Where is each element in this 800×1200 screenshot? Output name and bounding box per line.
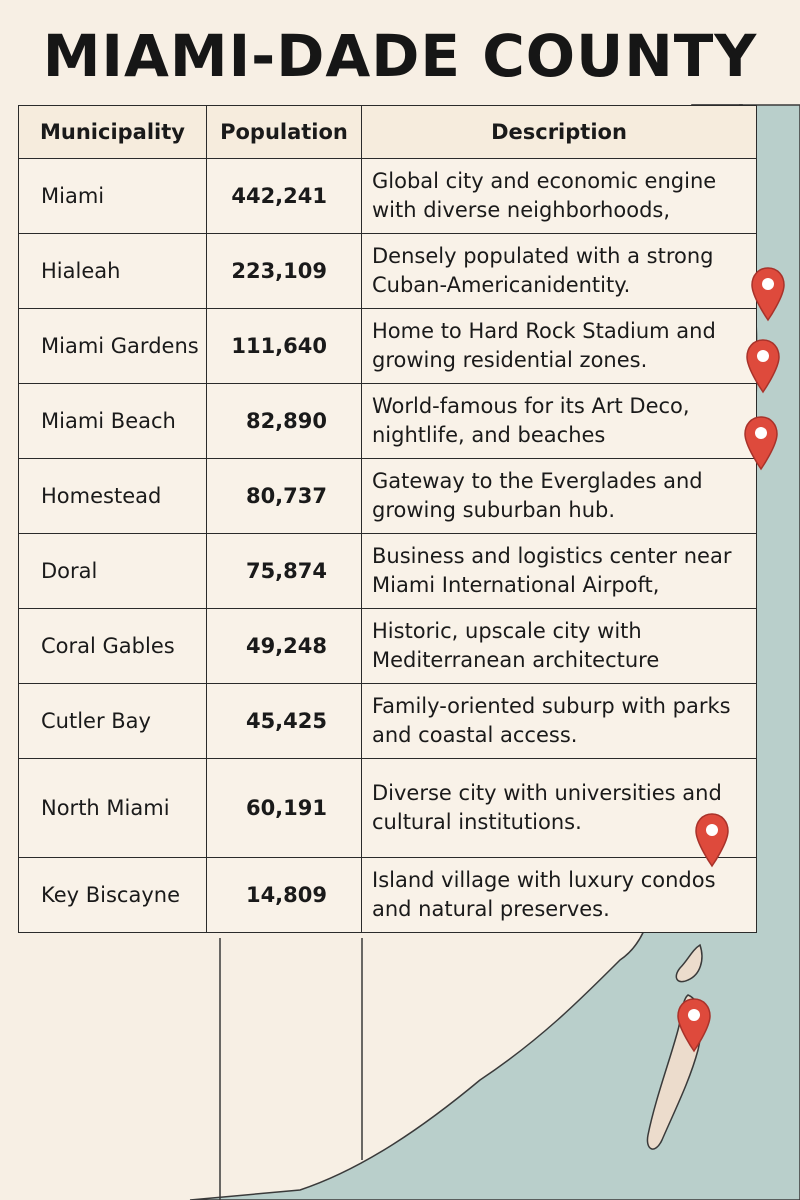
population-value: 82,890 <box>206 383 362 459</box>
table-row: Homestead 80,737 Gateway to the Everglad… <box>18 458 757 534</box>
municipality-name: Homestead <box>18 458 207 534</box>
population-value: 75,874 <box>206 533 362 609</box>
table-row: Miami Beach 82,890 World-famous for its … <box>18 383 757 459</box>
description-text: Home to Hard Rock Stadium and growing re… <box>361 308 757 384</box>
municipality-name: Miami Beach <box>18 383 207 459</box>
municipality-name: North Miami <box>18 758 207 858</box>
table-row: Key Biscayne 14,809 Island village with … <box>18 857 757 933</box>
municipality-table: Municipality Population Description Miam… <box>18 105 757 933</box>
table-row: Miami 442,241 Global city and economic e… <box>18 158 757 234</box>
location-pin-icon[interactable] <box>694 812 730 868</box>
header-municipality: Municipality <box>18 105 207 159</box>
population-value: 14,809 <box>206 857 362 933</box>
municipality-name: Doral <box>18 533 207 609</box>
municipality-name: Key Biscayne <box>18 857 207 933</box>
header-description: Description <box>361 105 757 159</box>
municipality-name: Cutler Bay <box>18 683 207 759</box>
table-row: North Miami 60,191 Diverse city with uni… <box>18 758 757 858</box>
description-text: Global city and economic engine with div… <box>361 158 757 234</box>
population-value: 49,248 <box>206 608 362 684</box>
table-header-row: Municipality Population Description <box>18 105 757 159</box>
description-text: Historic, upscale city with Mediterranea… <box>361 608 757 684</box>
table-row: Cutler Bay 45,425 Family-oriented suburp… <box>18 683 757 759</box>
table-row: Hialeah 223,109 Densely populated with a… <box>18 233 757 309</box>
location-pin-icon[interactable] <box>676 997 712 1053</box>
population-value: 442,241 <box>206 158 362 234</box>
municipality-name: Miami <box>18 158 207 234</box>
description-text: Island village with luxury condos and na… <box>361 857 757 933</box>
table-row: Coral Gables 49,248 Historic, upscale ci… <box>18 608 757 684</box>
description-text: World-famous for its Art Deco, nightlife… <box>361 383 757 459</box>
description-text: Gateway to the Everglades and growing su… <box>361 458 757 534</box>
municipality-name: Coral Gables <box>18 608 207 684</box>
description-text: Diverse city with universities and cultu… <box>361 758 757 858</box>
population-value: 111,640 <box>206 308 362 384</box>
key-island <box>675 943 703 983</box>
municipality-name: Hialeah <box>18 233 207 309</box>
municipality-name: Miami Gardens <box>18 308 207 384</box>
population-value: 223,109 <box>206 233 362 309</box>
location-pin-icon[interactable] <box>743 415 779 471</box>
page-title: MIAMI-DADE COUNTY <box>42 22 758 90</box>
location-pin-icon[interactable] <box>745 338 781 394</box>
description-text: Family-oriented suburp with parks and co… <box>361 683 757 759</box>
table-row: Doral 75,874 Business and logistics cent… <box>18 533 757 609</box>
description-text: Densely populated with a strong Cuban-Am… <box>361 233 757 309</box>
description-text: Business and logistics center near Miami… <box>361 533 757 609</box>
population-value: 60,191 <box>206 758 362 858</box>
population-value: 45,425 <box>206 683 362 759</box>
table-row: Miami Gardens 111,640 Home to Hard Rock … <box>18 308 757 384</box>
location-pin-icon[interactable] <box>750 266 786 322</box>
header-population: Population <box>206 105 362 159</box>
population-value: 80,737 <box>206 458 362 534</box>
